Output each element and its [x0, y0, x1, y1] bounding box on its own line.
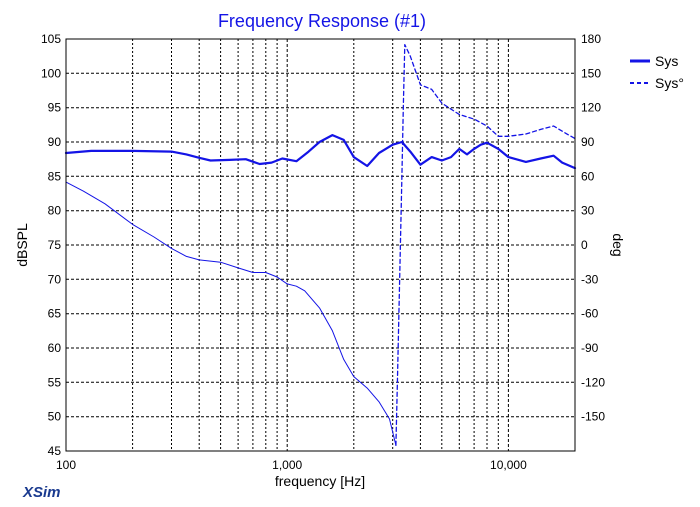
- y2-tick-label: 150: [581, 66, 601, 80]
- y-tick-label: 100: [41, 66, 61, 80]
- y-tick-label: 50: [48, 410, 62, 424]
- tick-labels: 45 50 55 60 65 70 75 80 85 90 95 100 105 -150 -120 -90 -…: [41, 32, 605, 472]
- y2-tick-label: 180: [581, 32, 601, 46]
- series-line-2: [65, 181, 397, 446]
- y2-tick-label: 90: [581, 135, 595, 149]
- y2-axis-title: deg: [610, 233, 626, 256]
- legend-label-sys: Sys: [655, 53, 678, 69]
- y-tick-label: 70: [48, 272, 62, 286]
- series-layer: [64, 44, 577, 446]
- series-line-0: [64, 134, 577, 170]
- x-tick-label: 100: [56, 458, 76, 472]
- y-tick-label: 90: [48, 135, 62, 149]
- y-tick-label: 80: [48, 204, 62, 218]
- y2-tick-label: 30: [581, 204, 595, 218]
- x-tick-label: 1,000: [272, 458, 302, 472]
- legend: Sys Sys°: [630, 53, 684, 91]
- x-tick-label: 10,000: [490, 458, 527, 472]
- chart-title: Frequency Response (#1): [218, 11, 426, 31]
- y2-tick-label: -60: [581, 307, 599, 321]
- y-tick-label: 75: [48, 238, 62, 252]
- y2-tick-label: 0: [581, 238, 588, 252]
- y2-tick-label: -150: [581, 410, 605, 424]
- grid-layer: [66, 39, 575, 451]
- x-axis-title: frequency [Hz]: [275, 473, 365, 489]
- y-tick-label: 105: [41, 32, 61, 46]
- plot-frame: [65, 38, 576, 452]
- y-tick-label: 55: [48, 375, 62, 389]
- y2-tick-label: -120: [581, 375, 605, 389]
- y-tick-label: 65: [48, 307, 62, 321]
- y-tick-label: 85: [48, 169, 62, 183]
- y-tick-label: 45: [48, 444, 62, 458]
- y2-tick-label: 60: [581, 169, 595, 183]
- y-tick-label: 95: [48, 101, 62, 115]
- y2-tick-label: -30: [581, 272, 599, 286]
- y-tick-label: 60: [48, 341, 62, 355]
- legend-label-sys-phase: Sys°: [655, 75, 684, 91]
- y-axis-title: dBSPL: [14, 223, 30, 267]
- brand-logo: XSim: [22, 484, 61, 501]
- y2-tick-label: -90: [581, 341, 599, 355]
- y2-tick-label: 120: [581, 101, 601, 115]
- series-line-1: [395, 44, 576, 446]
